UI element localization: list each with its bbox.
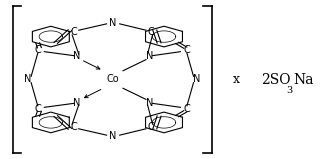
Text: 2SO: 2SO: [261, 73, 290, 86]
Text: C: C: [148, 122, 154, 132]
Text: C: C: [184, 45, 190, 55]
Text: N: N: [24, 75, 31, 84]
Text: C: C: [34, 104, 41, 114]
Text: N: N: [73, 98, 81, 107]
Text: N: N: [146, 98, 153, 107]
Text: Co: Co: [107, 75, 119, 84]
Text: C: C: [71, 122, 77, 132]
Text: N: N: [110, 131, 117, 141]
Text: C: C: [148, 27, 154, 37]
Text: N: N: [110, 18, 117, 28]
Text: N: N: [73, 52, 81, 61]
Text: x: x: [233, 73, 240, 86]
Text: C: C: [34, 45, 41, 55]
Text: 3: 3: [286, 86, 292, 95]
Text: Na: Na: [293, 73, 314, 86]
Text: C: C: [184, 104, 190, 114]
Text: C: C: [71, 27, 77, 37]
Text: N: N: [146, 52, 153, 61]
Text: N: N: [193, 75, 200, 84]
